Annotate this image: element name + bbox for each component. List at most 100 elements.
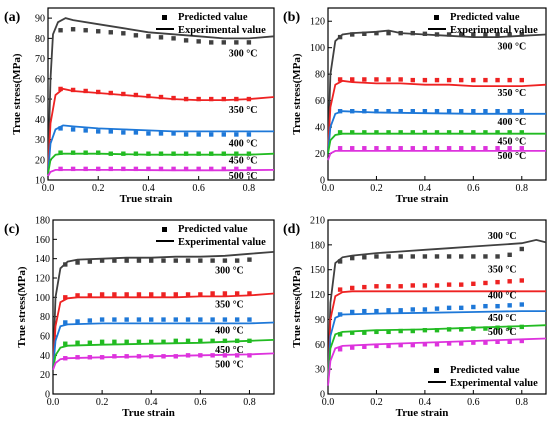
legend-marker-predicted: [162, 15, 167, 20]
predicted-point: [483, 77, 488, 83]
predicted-point: [112, 292, 117, 297]
experimental-curve: [52, 339, 275, 370]
predicted-point: [234, 291, 240, 296]
predicted-point: [362, 284, 367, 290]
predicted-point: [146, 151, 151, 156]
predicted-point: [446, 130, 452, 135]
y-tick-label: 210: [310, 216, 325, 227]
predicted-point: [183, 38, 189, 43]
x-tick-label: 0.4: [145, 397, 158, 408]
predicted-point: [422, 130, 428, 135]
series-label: 400 °C: [488, 291, 517, 302]
predicted-point: [133, 92, 139, 98]
series-label: 450 °C: [498, 136, 527, 147]
predicted-point: [350, 309, 355, 315]
predicted-point: [63, 341, 68, 346]
predicted-point: [75, 340, 80, 345]
predicted-point: [234, 96, 239, 102]
legend-label-predicted: Predicted value: [450, 365, 520, 376]
predicted-point: [422, 328, 428, 333]
predicted-point: [495, 32, 500, 37]
predicted-point: [398, 77, 403, 82]
predicted-point: [124, 258, 129, 263]
predicted-point: [196, 39, 201, 44]
predicted-point: [171, 151, 176, 156]
predicted-point: [434, 146, 440, 151]
predicted-point: [183, 166, 189, 172]
predicted-point: [96, 89, 101, 95]
series-label: 300 °C: [488, 231, 517, 242]
predicted-point: [459, 109, 464, 114]
predicted-point: [519, 338, 524, 344]
predicted-point: [374, 109, 379, 114]
predicted-point: [161, 292, 166, 297]
predicted-point: [149, 339, 154, 344]
predicted-point: [422, 254, 428, 259]
predicted-point: [108, 90, 113, 96]
predicted-point: [99, 317, 105, 322]
predicted-point: [495, 146, 500, 151]
predicted-point: [362, 77, 367, 82]
x-tick-label: 0.2: [92, 183, 105, 194]
predicted-point: [337, 34, 343, 40]
predicted-point: [434, 130, 440, 135]
series-label: 500 °C: [488, 327, 517, 338]
predicted-point: [507, 279, 512, 284]
x-axis-label: True strain: [396, 193, 449, 205]
predicted-point: [495, 109, 500, 114]
predicted-point: [446, 254, 452, 259]
predicted-point: [99, 258, 105, 263]
predicted-point: [87, 318, 93, 323]
x-tick-label: 0.4: [419, 183, 432, 194]
predicted-point: [410, 146, 415, 151]
x-tick-label: 0.2: [96, 397, 109, 408]
y-tick-label: 60: [35, 74, 45, 85]
predicted-point: [459, 341, 464, 346]
x-tick-label: 0.2: [370, 183, 383, 194]
series-label: 450 °C: [229, 156, 258, 167]
series-label: 300 °C: [229, 48, 258, 59]
y-tick-label: 0: [320, 176, 325, 187]
predicted-point: [483, 326, 488, 331]
predicted-point: [99, 292, 105, 297]
panel-label: (c): [4, 222, 20, 237]
predicted-point: [96, 166, 101, 172]
predicted-point: [386, 329, 391, 335]
predicted-point: [374, 329, 379, 335]
predicted-point: [483, 280, 488, 286]
predicted-point: [171, 131, 176, 136]
predicted-point: [124, 317, 129, 322]
predicted-point: [234, 353, 240, 358]
predicted-point: [337, 146, 343, 151]
y-tick-label: 40: [315, 123, 325, 134]
predicted-point: [58, 28, 63, 33]
predicted-point: [398, 130, 403, 135]
predicted-point: [374, 30, 379, 36]
y-tick-label: 50: [35, 95, 45, 106]
y-tick-label: 60: [315, 96, 325, 107]
predicted-point: [459, 32, 464, 37]
predicted-point: [221, 151, 226, 156]
predicted-point: [196, 151, 201, 156]
predicted-point: [398, 284, 403, 289]
predicted-point: [362, 330, 367, 335]
predicted-point: [398, 146, 403, 151]
predicted-point: [87, 293, 93, 298]
predicted-point: [198, 338, 203, 344]
predicted-point: [221, 166, 226, 172]
y-tick-label: 60: [40, 332, 50, 343]
experimental-curve: [47, 124, 274, 174]
predicted-point: [422, 342, 428, 347]
predicted-point: [83, 150, 88, 155]
predicted-point: [112, 258, 117, 263]
predicted-point: [483, 32, 488, 37]
predicted-point: [337, 312, 343, 317]
predicted-point: [171, 36, 176, 41]
predicted-point: [196, 166, 201, 172]
predicted-point: [209, 166, 214, 172]
predicted-point: [58, 126, 63, 131]
experimental-curve: [327, 310, 546, 386]
predicted-point: [446, 341, 452, 346]
y-tick-label: 120: [310, 290, 325, 301]
x-tick-label: 0.8: [516, 183, 529, 194]
